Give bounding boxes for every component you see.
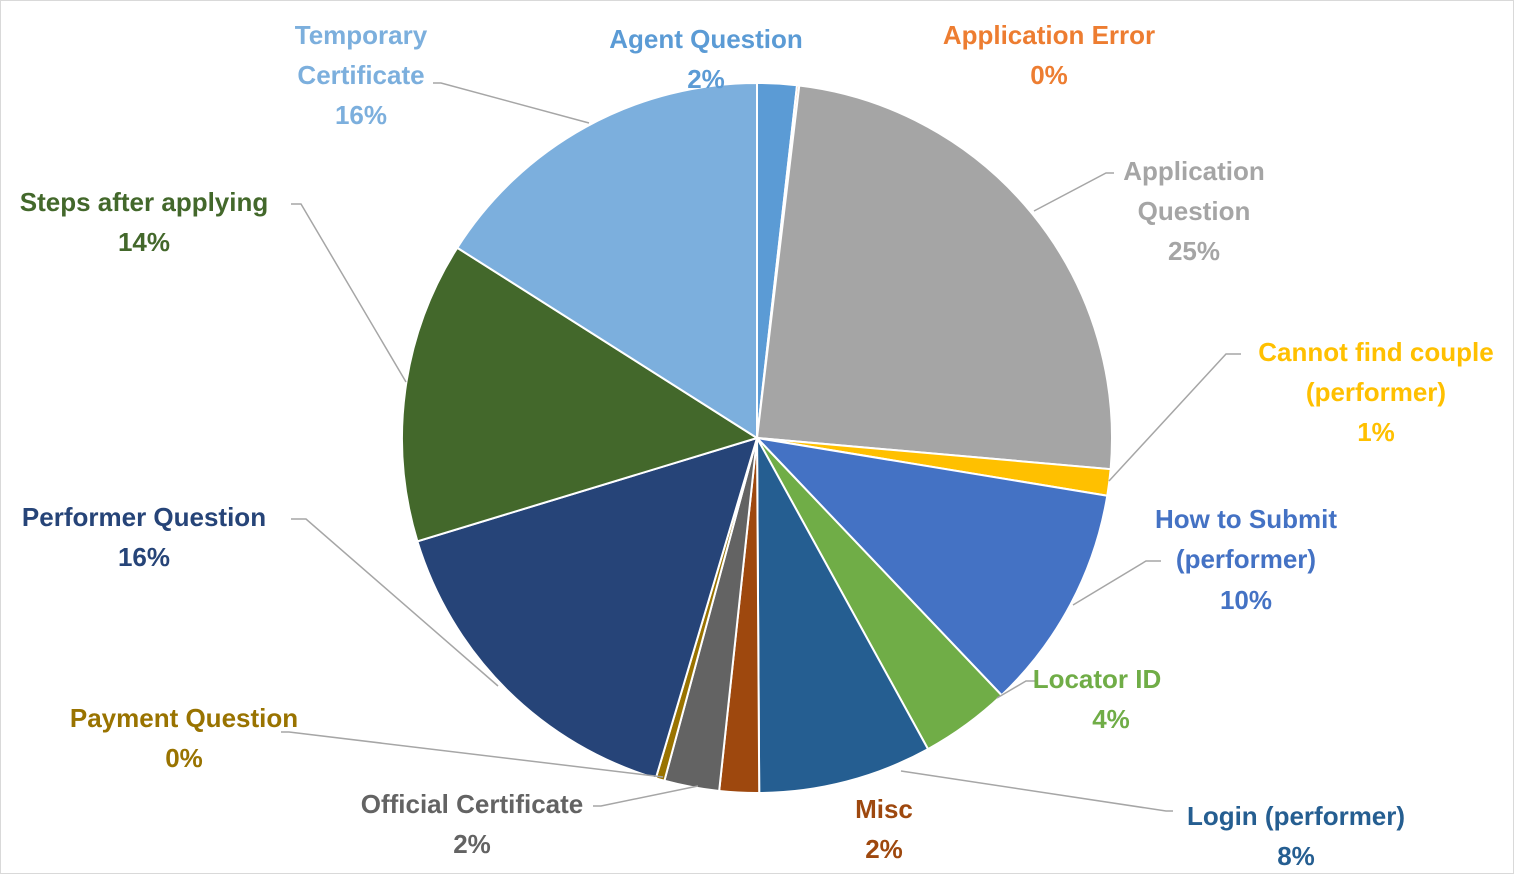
label-login-performer: Login (performer) — [1187, 801, 1405, 831]
label-how-to-submit-performer-line-1: How to Submit — [1155, 504, 1337, 534]
leader-line-login-performer — [900, 770, 1173, 812]
leader-line-payment-question — [281, 731, 664, 778]
label-cannot-find-couple-performer-line-2: (performer) — [1306, 377, 1446, 407]
percent-application-question: 25% — [1168, 236, 1220, 266]
slice-performer-question — [416, 436, 759, 780]
label-temporary-certificate-line-1: Temporary — [295, 20, 428, 50]
label-cannot-find-couple-performer-line-1: Cannot find couple — [1258, 337, 1493, 367]
percent-login-performer: 8% — [1277, 841, 1315, 871]
label-temporary-certificate-line-2: Certificate — [297, 60, 424, 90]
label-application-question-line-2: Question — [1138, 196, 1251, 226]
leader-lines — [281, 82, 1241, 812]
slice-login-performer — [756, 437, 930, 794]
slice-steps-after-applying — [401, 246, 760, 543]
percent-application-error: 0% — [1030, 60, 1068, 90]
leader-line-application-question — [1033, 172, 1114, 212]
percent-payment-question: 0% — [165, 743, 203, 773]
leader-line-locator-id — [996, 680, 1036, 699]
label-how-to-submit-performer-line-2: (performer) — [1176, 544, 1316, 574]
slice-application-question — [755, 84, 1114, 471]
leader-line-performer-question — [291, 518, 499, 687]
pie-slices — [401, 81, 1114, 794]
label-performer-question: Performer Question — [22, 502, 266, 532]
percent-locator-id: 4% — [1092, 704, 1130, 734]
label-steps-after-applying: Steps after applying — [20, 187, 269, 217]
label-locator-id: Locator ID — [1033, 664, 1162, 694]
label-application-question-line-1: Application — [1123, 156, 1265, 186]
leader-line-temporary-certificate — [433, 82, 590, 124]
leader-line-how-to-submit-performer — [1072, 560, 1161, 606]
leader-line-official-certificate — [593, 785, 699, 807]
percent-official-certificate: 2% — [453, 829, 491, 859]
label-payment-question: Payment Question — [70, 703, 298, 733]
percent-misc: 2% — [865, 834, 903, 864]
leader-line-steps-after-applying — [291, 203, 407, 383]
percent-how-to-submit-performer: 10% — [1220, 585, 1272, 615]
label-agent-question: Agent Question — [609, 24, 803, 54]
label-application-error: Application Error — [943, 20, 1155, 50]
label-official-certificate: Official Certificate — [361, 789, 584, 819]
percent-agent-question: 2% — [687, 64, 725, 94]
label-misc: Misc — [855, 794, 913, 824]
data-labels: Agent Question 2% Application Error 0% Appli… — [20, 20, 1494, 871]
percent-temporary-certificate: 16% — [335, 100, 387, 130]
slice-how-to-submit-performer — [754, 436, 1109, 697]
percent-performer-question: 16% — [118, 542, 170, 572]
slice-temporary-certificate — [455, 81, 758, 440]
percent-steps-after-applying: 14% — [118, 227, 170, 257]
leader-line-cannot-find-couple-performer — [1108, 353, 1241, 482]
percent-cannot-find-couple-performer: 1% — [1357, 417, 1395, 447]
